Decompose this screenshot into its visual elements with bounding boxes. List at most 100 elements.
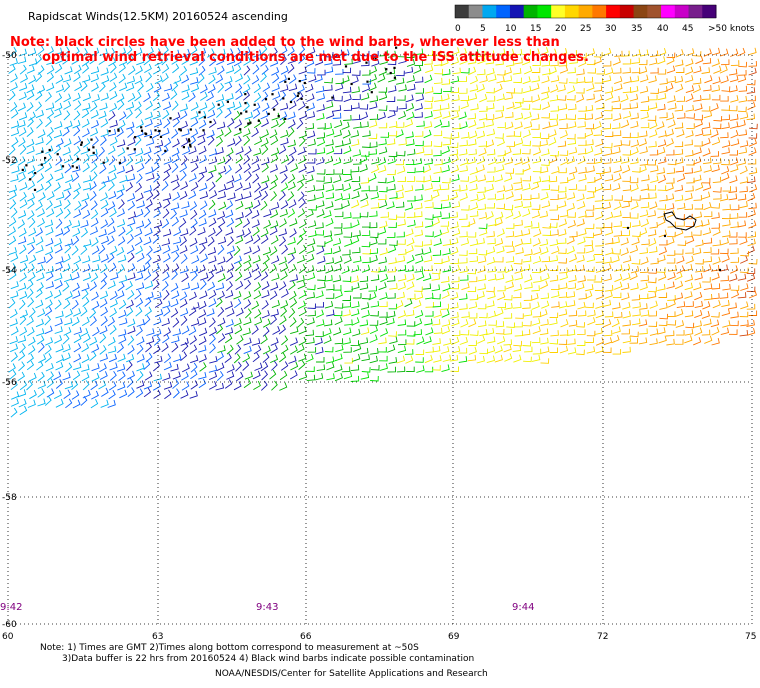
- wind-barb: [189, 225, 197, 236]
- wind-barb: [251, 325, 259, 335]
- wind-barb: [118, 47, 127, 57]
- wind-barb: [161, 342, 169, 353]
- wind-barb: [441, 290, 450, 299]
- wind-barb: [433, 111, 442, 120]
- wind-barb: [234, 325, 243, 335]
- wind-barb: [198, 378, 207, 389]
- wind-barb: [343, 222, 352, 229]
- wind-barb: [36, 360, 44, 371]
- wind-barb: [605, 67, 614, 76]
- wind-barb: [161, 63, 170, 74]
- wind-barb: [512, 292, 522, 299]
- wind-barb: [251, 75, 260, 85]
- wind-barb: [80, 219, 89, 228]
- wind-barb: [594, 327, 603, 336]
- colorbar-label: 0: [455, 24, 461, 34]
- wind-barb: [17, 389, 27, 398]
- wind-barb: [127, 370, 135, 380]
- wind-barb: [344, 286, 353, 292]
- wind-barb: [297, 300, 306, 310]
- wind-barb: [134, 75, 143, 85]
- wind-barb: [82, 162, 90, 173]
- wind-barb: [477, 203, 486, 211]
- wind-barb: [639, 303, 648, 310]
- wind-barb: [549, 119, 559, 128]
- wind-barb: [119, 57, 128, 66]
- wind-barb: [632, 231, 641, 238]
- wind-barb: [523, 201, 532, 209]
- wind-barb: [289, 317, 297, 328]
- wind-barb: [746, 286, 756, 293]
- wind-barb: [667, 320, 677, 326]
- wind-barb: [659, 78, 668, 85]
- wind-barb: [242, 46, 251, 56]
- wind-barb: [684, 282, 693, 291]
- wind-barb: [396, 77, 405, 85]
- colorbar-label: >50 knots: [708, 24, 755, 34]
- wind-barb: [216, 371, 224, 382]
- wind-barb: [398, 111, 407, 120]
- wind-barb: [503, 344, 512, 353]
- wind-barb: [63, 299, 71, 310]
- wind-barb: [44, 290, 53, 300]
- wind-barb: [676, 96, 686, 102]
- wind-barb: [118, 335, 127, 344]
- wind-barb: [215, 297, 223, 308]
- wind-barb: [342, 67, 352, 74]
- wind-barb: [136, 163, 145, 173]
- wind-barb: [152, 271, 160, 282]
- wind-barb: [567, 300, 576, 308]
- wind-barb: [217, 82, 225, 94]
- wind-barb: [108, 381, 117, 391]
- wind-barb: [388, 130, 398, 137]
- wind-barb: [208, 317, 216, 328]
- wind-barb: [407, 219, 416, 228]
- wind-barb: [218, 333, 226, 343]
- wind-barb: [685, 58, 694, 67]
- wind-barb: [116, 189, 124, 200]
- wind-barb: [648, 102, 658, 110]
- wind-barb: [422, 273, 432, 282]
- quality-flag-dot: [249, 121, 252, 124]
- wind-barb: [377, 177, 387, 184]
- wind-barb: [109, 362, 118, 371]
- wind-barb: [406, 75, 415, 83]
- wind-barb: [360, 50, 370, 57]
- wind-barb: [36, 282, 44, 292]
- wind-barb: [190, 155, 199, 164]
- wind-barb: [182, 146, 191, 156]
- wind-barb: [119, 389, 128, 399]
- wind-barb: [269, 226, 278, 236]
- wind-barb: [640, 256, 649, 265]
- wind-barb: [539, 238, 549, 247]
- wind-barb: [729, 157, 739, 166]
- wind-barb: [289, 370, 298, 380]
- wind-barb: [440, 221, 450, 227]
- wind-barb: [539, 328, 549, 336]
- wind-barb: [11, 165, 20, 174]
- wind-barb: [686, 235, 695, 245]
- wind-barb: [604, 131, 614, 137]
- wind-barb: [296, 119, 304, 130]
- wind-barb: [692, 230, 702, 236]
- wind-barb: [567, 282, 577, 290]
- wind-barb: [189, 265, 199, 274]
- wind-barb: [350, 166, 360, 173]
- wind-barb: [423, 140, 433, 147]
- wind-barb: [397, 319, 407, 326]
- wind-barb: [224, 127, 232, 137]
- wind-barb: [153, 172, 161, 183]
- wind-barb: [226, 217, 235, 228]
- wind-barb: [648, 286, 657, 293]
- wind-barb: [172, 379, 180, 389]
- wind-barb: [721, 122, 730, 130]
- wind-barb: [397, 345, 407, 354]
- wind-barb: [629, 93, 639, 102]
- wind-barb: [225, 65, 235, 74]
- wind-barb: [46, 388, 55, 398]
- wind-barb: [576, 88, 585, 94]
- wind-barb: [29, 390, 37, 400]
- wind-barb: [190, 128, 199, 138]
- wind-barb: [621, 328, 630, 335]
- wind-barb: [702, 129, 712, 136]
